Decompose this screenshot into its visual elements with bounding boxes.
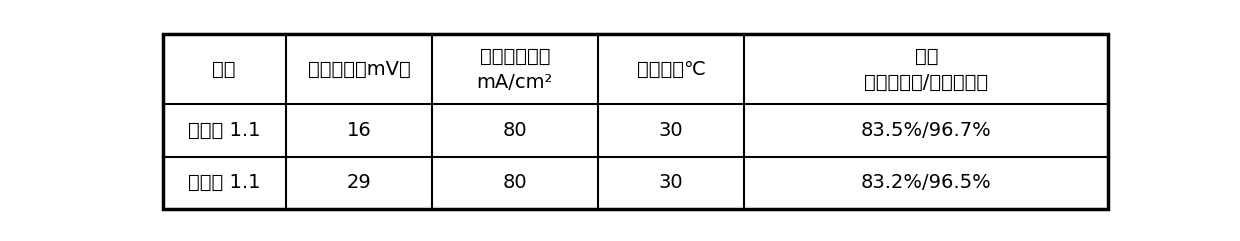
Text: 电压极差（mV）: 电压极差（mV） (308, 60, 410, 79)
Text: 80: 80 (502, 121, 527, 140)
Text: 工作电流密度
mA/cm²: 工作电流密度 mA/cm² (476, 47, 553, 92)
Text: 对比例 1.1: 对比例 1.1 (188, 173, 260, 192)
Text: 30: 30 (658, 173, 683, 192)
Text: 性能
（能量效率/库伦效率）: 性能 （能量效率/库伦效率） (864, 47, 988, 92)
Text: 29: 29 (346, 173, 371, 192)
Text: 16: 16 (346, 121, 371, 140)
Text: 30: 30 (658, 121, 683, 140)
Text: 实施例 1.1: 实施例 1.1 (188, 121, 260, 140)
Text: 83.5%/96.7%: 83.5%/96.7% (861, 121, 992, 140)
Text: 试验温度℃: 试验温度℃ (636, 60, 706, 79)
Text: 项目: 项目 (212, 60, 236, 79)
Text: 83.2%/96.5%: 83.2%/96.5% (861, 173, 992, 192)
Text: 80: 80 (502, 173, 527, 192)
